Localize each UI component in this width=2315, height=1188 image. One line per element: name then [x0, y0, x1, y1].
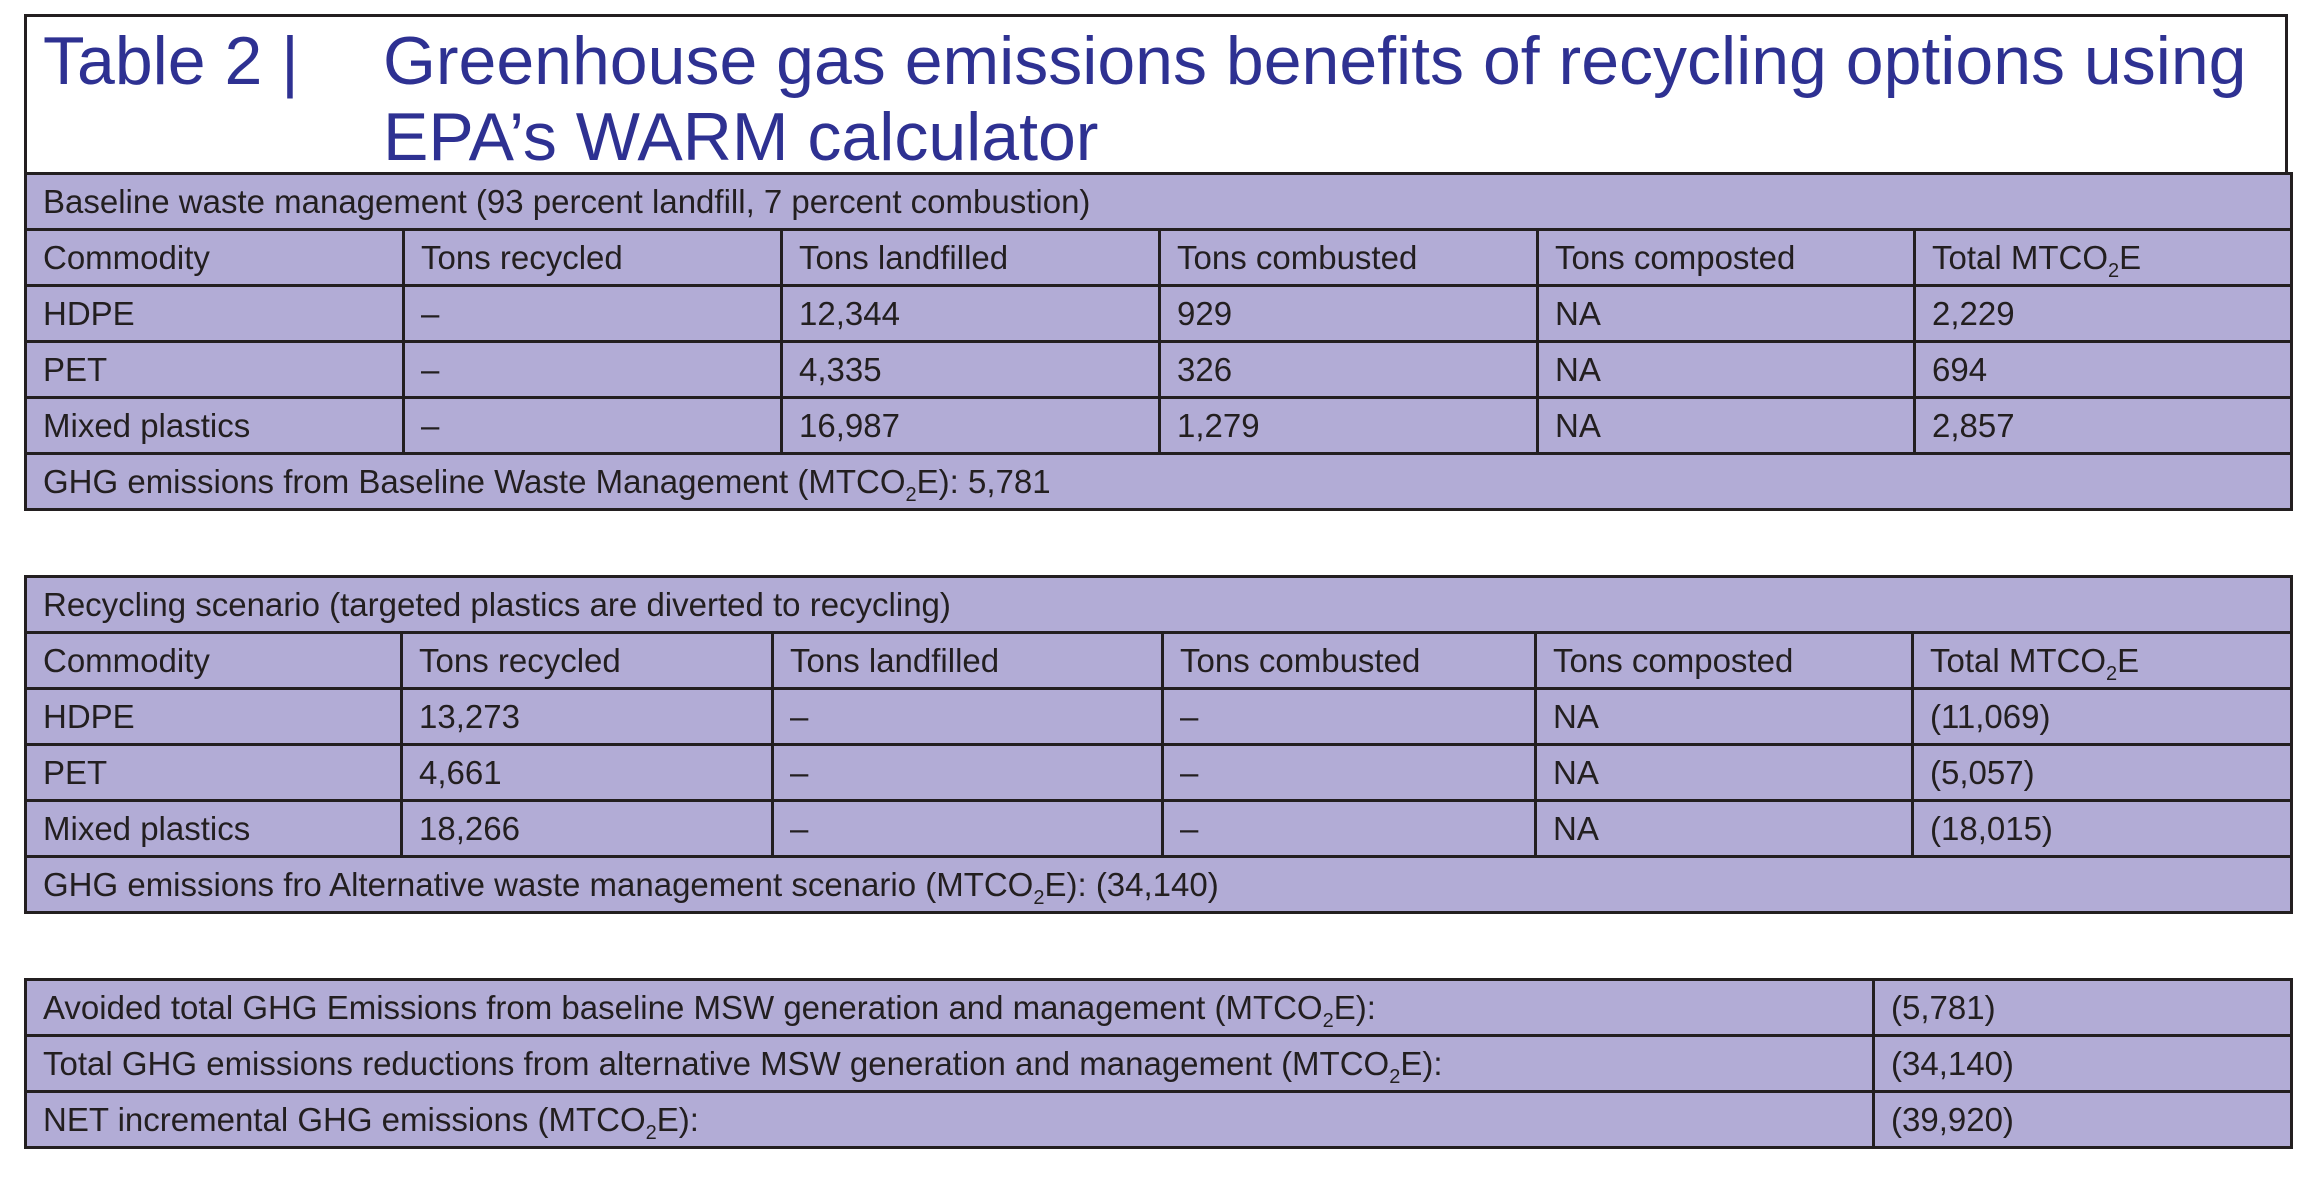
table-cell: 2,229 [1912, 284, 2294, 343]
title-line-2: EPA’s WARM calculator [383, 99, 1099, 175]
table-row: Recycling scenario (targeted plastics ar… [24, 575, 2293, 634]
column-header: Total MTCO2E [1911, 631, 2293, 690]
summary-label: Avoided total GHG Emissions from baselin… [24, 978, 1875, 1037]
table-cell: HDPE [24, 687, 403, 746]
table-cell: HDPE [24, 284, 405, 343]
summary-label-suffix: E): [656, 1101, 699, 1138]
table-cell: – [771, 743, 1164, 802]
recycling-heading: Recycling scenario (targeted plastics ar… [24, 575, 2293, 634]
recycling-total: GHG emissions fro Alternative waste mana… [24, 855, 2293, 914]
table-cell: NA [1534, 743, 1914, 802]
baseline-heading: Baseline waste management (93 percent la… [23, 172, 2294, 231]
table-cell: – [402, 340, 783, 399]
column-header: Tons combusted [1161, 631, 1537, 690]
table-cell: (18,015) [1911, 799, 2293, 858]
table-row: Mixed plastics 18,266 – – NA (18,015) [24, 799, 2293, 858]
summary-label-text: NET incremental GHG emissions (MTCO [43, 1101, 646, 1138]
table-cell: – [402, 284, 783, 343]
table-row: HDPE 13,273 – – NA (11,069) [24, 687, 2293, 746]
summary-label-suffix: E): [1333, 989, 1376, 1026]
subscript: 2 [1389, 1066, 1401, 1088]
table-cell: – [1161, 743, 1537, 802]
summary-label-text: Avoided total GHG Emissions from baselin… [43, 989, 1323, 1026]
table-title: Table 2 | Greenhouse gas emissions benefi… [43, 23, 2247, 175]
table-row: GHG emissions fro Alternative waste mana… [24, 855, 2293, 914]
table-cell: (11,069) [1911, 687, 2293, 746]
table-cell: Mixed plastics [24, 396, 405, 455]
summary-label: NET incremental GHG emissions (MTCO2E): [24, 1090, 1875, 1149]
table-cell: Mixed plastics [24, 799, 403, 858]
table-cell: PET [24, 743, 403, 802]
subscript: 2 [905, 484, 917, 506]
table-number: Table 2 | [43, 23, 299, 99]
table-cell: – [771, 799, 1164, 858]
column-header: Tons combusted [1158, 228, 1539, 287]
table-cell: 4,335 [780, 340, 1161, 399]
table-cell: NA [1534, 687, 1914, 746]
baseline-total: GHG emissions from Baseline Waste Manage… [23, 452, 2294, 511]
summary-table: Avoided total GHG Emissions from baselin… [24, 978, 2293, 1149]
table-cell: 16,987 [780, 396, 1161, 455]
recycling-table: Recycling scenario (targeted plastics ar… [24, 575, 2293, 914]
subscript: 2 [645, 1122, 657, 1144]
table-row: NET incremental GHG emissions (MTCO2E): … [24, 1090, 2293, 1149]
column-header: Tons composted [1534, 631, 1914, 690]
table-header-row: Commodity Tons recycled Tons landfilled … [24, 228, 2294, 287]
column-header: Tons composted [1536, 228, 1916, 287]
column-header: Total MTCO2E [1912, 228, 2294, 287]
table-cell: NA [1536, 340, 1916, 399]
table-row: PET – 4,335 326 NA 694 [24, 340, 2294, 399]
summary-value: (34,140) [1872, 1034, 2293, 1093]
recycling-total-label: GHG emissions fro Alternative waste mana… [43, 866, 1034, 903]
table-title-box: Table 2 | Greenhouse gas emissions benefi… [24, 14, 2288, 175]
table-cell: 2,857 [1912, 396, 2294, 455]
table-cell: (5,057) [1911, 743, 2293, 802]
table-row: PET 4,661 – – NA (5,057) [24, 743, 2293, 802]
recycling-total-value: E): (34,140) [1044, 866, 1219, 903]
baseline-total-value: E): 5,781 [916, 463, 1051, 500]
column-header: Tons recycled [402, 228, 783, 287]
table-row: GHG emissions from Baseline Waste Manage… [23, 452, 2294, 511]
column-header: Tons landfilled [780, 228, 1161, 287]
table-cell: NA [1536, 284, 1916, 343]
title-line-1: Greenhouse gas emissions benefits of rec… [383, 23, 2247, 99]
baseline-total-label: GHG emissions from Baseline Waste Manage… [43, 463, 906, 500]
summary-label-suffix: E): [1400, 1045, 1443, 1082]
table-row: Avoided total GHG Emissions from baselin… [24, 978, 2293, 1037]
table-cell: NA [1534, 799, 1914, 858]
summary-value: (39,920) [1872, 1090, 2293, 1149]
column-header: Tons recycled [400, 631, 774, 690]
table-cell: 326 [1158, 340, 1539, 399]
table-cell: – [402, 396, 783, 455]
table-row: Baseline waste management (93 percent la… [23, 172, 2294, 231]
table-cell: 18,266 [400, 799, 774, 858]
table-cell: – [771, 687, 1164, 746]
table-cell: 694 [1912, 340, 2294, 399]
table-cell: PET [24, 340, 405, 399]
table-header-row: Commodity Tons recycled Tons landfilled … [24, 631, 2293, 690]
table-cell: NA [1536, 396, 1916, 455]
table-cell: – [1161, 687, 1537, 746]
table-cell: 13,273 [400, 687, 774, 746]
table-cell: 929 [1158, 284, 1539, 343]
table-cell: 1,279 [1158, 396, 1539, 455]
summary-value: (5,781) [1872, 978, 2293, 1037]
column-header: Commodity [24, 228, 405, 287]
column-header: Commodity [24, 631, 403, 690]
subscript: 2 [2108, 260, 2120, 282]
table-row: HDPE – 12,344 929 NA 2,229 [24, 284, 2294, 343]
baseline-table: Baseline waste management (93 percent la… [23, 172, 2294, 511]
subscript: 2 [2106, 663, 2118, 685]
subscript: 2 [1322, 1010, 1334, 1032]
table-row: Mixed plastics – 16,987 1,279 NA 2,857 [24, 396, 2294, 455]
table-cell: 12,344 [780, 284, 1161, 343]
column-header: Tons landfilled [771, 631, 1164, 690]
table-cell: 4,661 [400, 743, 774, 802]
summary-label: Total GHG emissions reductions from alte… [24, 1034, 1875, 1093]
subscript: 2 [1033, 887, 1045, 909]
summary-label-text: Total GHG emissions reductions from alte… [43, 1045, 1390, 1082]
table-row: Total GHG emissions reductions from alte… [24, 1034, 2293, 1093]
table-cell: – [1161, 799, 1537, 858]
